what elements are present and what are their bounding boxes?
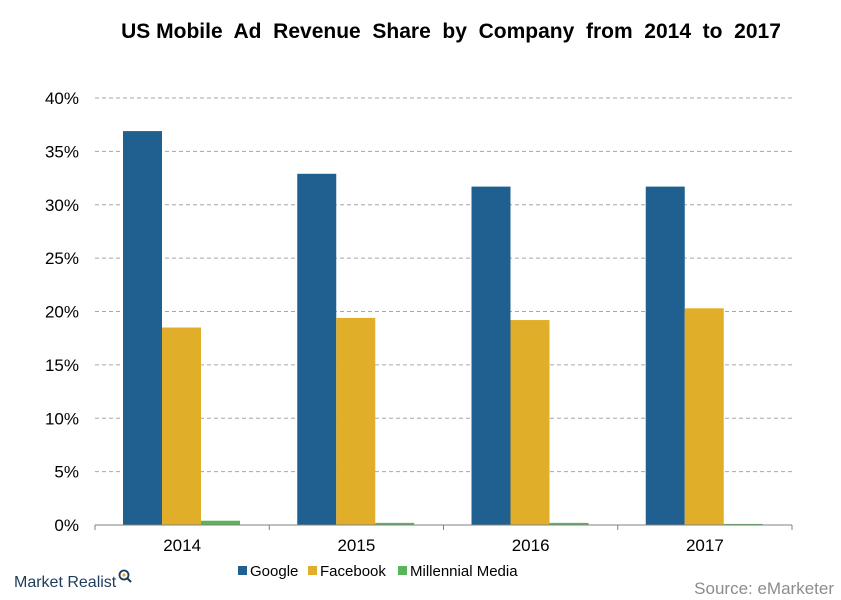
- bar-millennial-media-2017: [723, 523, 763, 525]
- legend-swatch: [238, 566, 247, 575]
- bar-google-2015: [297, 173, 337, 526]
- magnifier-icon: [118, 569, 132, 583]
- y-tick-label: 30%: [45, 196, 79, 215]
- x-tick-label: 2014: [163, 536, 201, 555]
- y-tick-label: 0%: [54, 516, 79, 535]
- bar-facebook-2015: [336, 317, 376, 525]
- bar-google-2017: [645, 186, 685, 526]
- y-tick-label: 10%: [45, 409, 79, 428]
- y-axis-ticks: 0% 5% 10% 15% 20% 25% 30% 35% 40%: [45, 89, 79, 535]
- x-axis-tick-marks: [94, 525, 793, 530]
- legend-label: Facebook: [320, 563, 386, 580]
- y-tick-label: 15%: [45, 356, 79, 375]
- bar-millennial-media-2015: [375, 522, 415, 525]
- x-axis-ticks: 2014 2015 2016 2017: [163, 536, 724, 555]
- bar-facebook-2016: [510, 320, 550, 525]
- legend-swatch: [308, 566, 317, 575]
- logo-text: Market Realist: [14, 574, 117, 591]
- bar-millennial-media-2016: [549, 522, 589, 525]
- bar-facebook-2017: [684, 308, 724, 525]
- legend-label: Millennial Media: [410, 563, 518, 580]
- y-tick-label: 25%: [45, 249, 79, 268]
- bars: [123, 131, 763, 526]
- x-tick-label: 2017: [686, 536, 724, 555]
- y-tick-label: 35%: [45, 142, 79, 161]
- market-realist-logo: Market Realist: [14, 569, 132, 591]
- source-note: Source: eMarketer: [694, 579, 834, 598]
- legend: Google Facebook Millennial Media: [238, 563, 518, 580]
- legend-label: Google: [250, 563, 298, 580]
- y-tick-label: 20%: [45, 303, 79, 322]
- y-tick-label: 5%: [54, 463, 79, 482]
- legend-swatch: [398, 566, 407, 575]
- bar-millennial-media-2014: [201, 520, 240, 525]
- chart-title: US Mobile Ad Revenue Share by Company fr…: [121, 20, 781, 43]
- y-tick-label: 40%: [45, 89, 79, 108]
- x-tick-label: 2015: [337, 536, 375, 555]
- bar-google-2016: [471, 186, 511, 526]
- bar-google-2014: [123, 131, 162, 525]
- bar-facebook-2014: [162, 327, 201, 525]
- x-tick-label: 2016: [512, 536, 550, 555]
